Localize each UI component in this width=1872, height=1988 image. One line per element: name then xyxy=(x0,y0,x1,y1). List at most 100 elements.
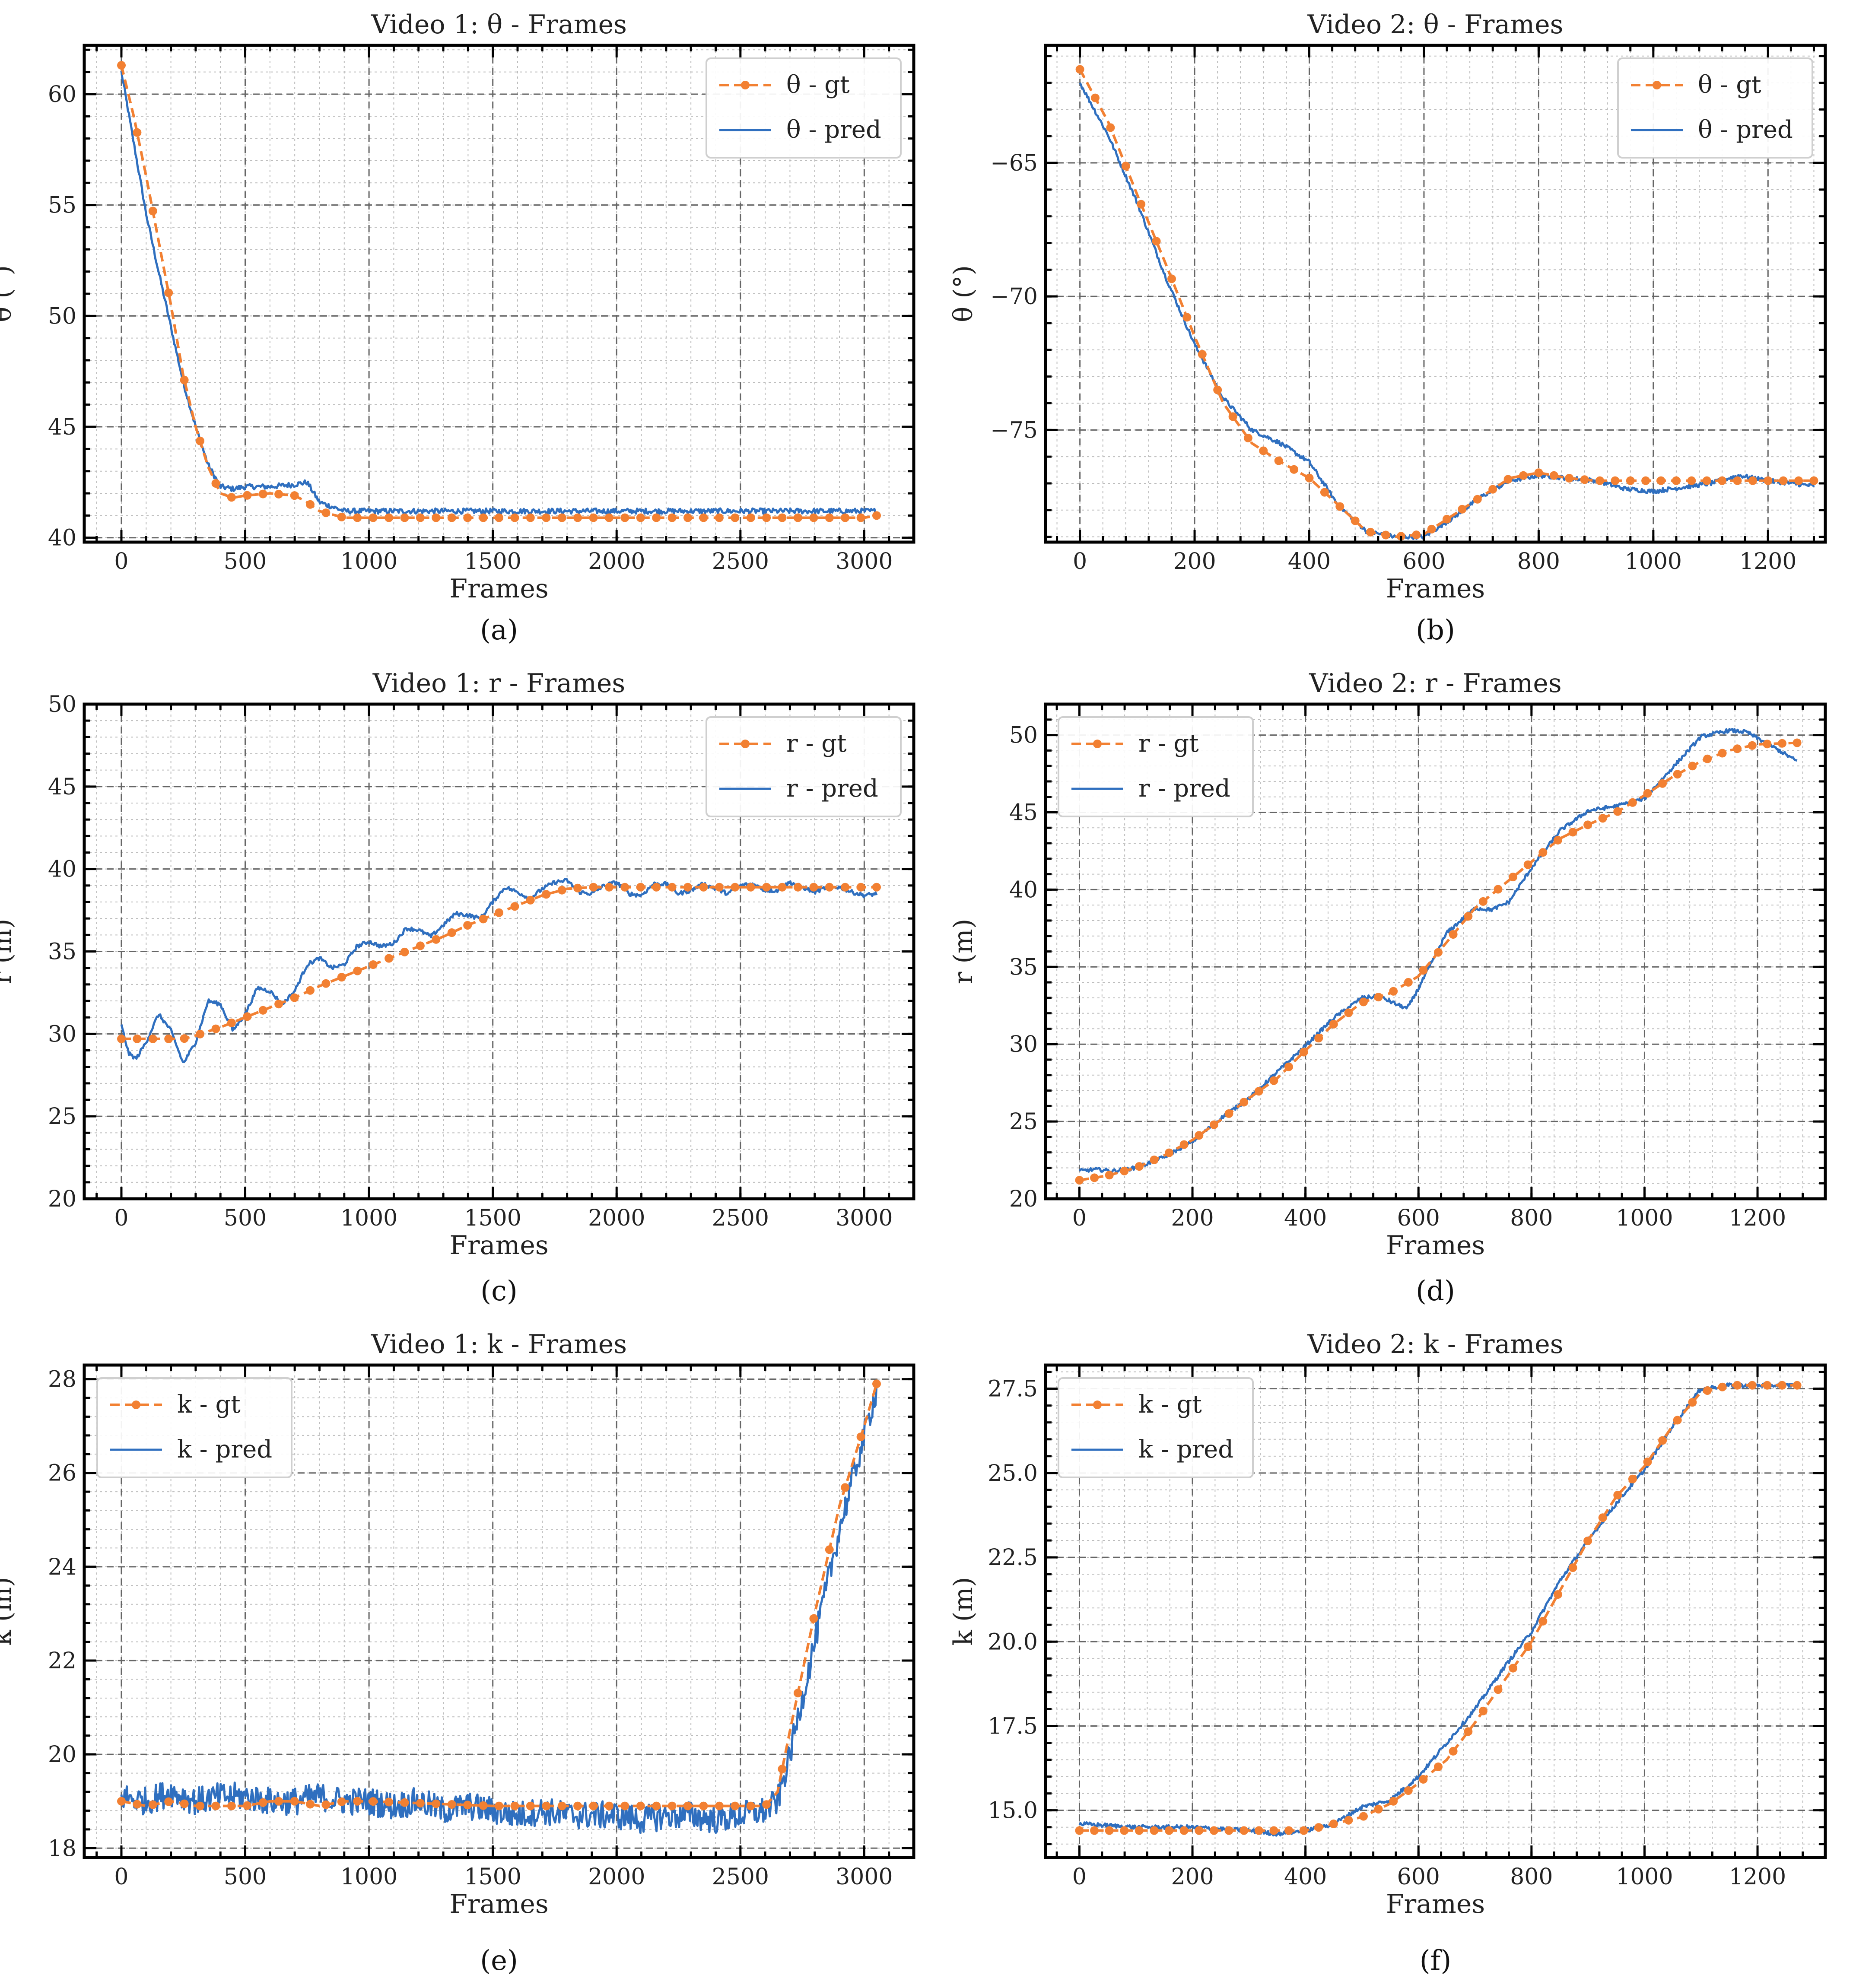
legend-gt-label: k - gt xyxy=(1138,1391,1202,1419)
gt-marker xyxy=(1105,1171,1114,1180)
gt-marker xyxy=(1688,762,1697,771)
gt-marker xyxy=(416,513,425,522)
x-tick-label: 800 xyxy=(1517,549,1560,575)
legend-gt-label: θ - gt xyxy=(786,71,850,99)
gt-marker xyxy=(432,513,441,522)
gt-marker xyxy=(1626,476,1635,485)
x-tick-label: 0 xyxy=(1073,549,1087,575)
gt-marker xyxy=(1269,1076,1278,1085)
y-tick-label: 25 xyxy=(48,1104,76,1130)
gt-marker xyxy=(652,883,661,892)
gt-marker xyxy=(1198,350,1207,359)
gt-marker xyxy=(1568,828,1577,837)
gt-marker xyxy=(385,1797,394,1807)
gt-marker xyxy=(542,513,551,522)
gt-marker xyxy=(589,1801,598,1810)
x-axis-label: Frames xyxy=(1386,1230,1485,1261)
gt-marker xyxy=(1135,1826,1144,1835)
y-axis-label: k (m) xyxy=(948,1577,979,1645)
gt-marker xyxy=(1673,770,1682,779)
x-tick-label: 1500 xyxy=(464,1864,521,1890)
y-tick-label: 40 xyxy=(1009,877,1038,903)
x-tick-label: 2500 xyxy=(712,549,769,575)
y-tick-label: 20.0 xyxy=(988,1629,1038,1655)
gt-marker xyxy=(117,1797,126,1806)
x-axis-label: Frames xyxy=(449,1230,548,1261)
gt-marker xyxy=(306,500,315,509)
gt-marker xyxy=(1643,1458,1652,1467)
x-tick-label: 1200 xyxy=(1729,1864,1786,1890)
gt-marker xyxy=(1583,820,1592,829)
gt-marker xyxy=(353,1797,362,1806)
gt-marker xyxy=(825,1545,834,1554)
gt-marker xyxy=(1595,476,1604,485)
gt-marker xyxy=(1419,966,1428,975)
x-tick-label: 1200 xyxy=(1739,549,1796,575)
gt-marker xyxy=(369,960,378,969)
gt-marker xyxy=(495,908,503,917)
legend-frame xyxy=(706,57,902,159)
gt-marker xyxy=(1404,1786,1413,1795)
gt-marker xyxy=(526,1801,535,1810)
gt-marker xyxy=(290,491,299,500)
gt-marker xyxy=(1793,738,1802,747)
gt-marker xyxy=(1182,313,1192,322)
series-gt-line xyxy=(121,886,877,1040)
y-tick-label: 45 xyxy=(1009,800,1038,826)
x-tick-label: 800 xyxy=(1510,1205,1553,1231)
legend-pred-label: r - pred xyxy=(786,775,878,803)
gt-marker xyxy=(526,513,535,522)
gt-marker xyxy=(479,1801,488,1810)
gt-marker xyxy=(841,513,850,522)
gt-marker xyxy=(809,513,818,522)
gt-marker xyxy=(164,1797,173,1806)
chart-panel-e: 0 500 1000 1500 2000 2500 3000 18 20 22 24 26 28 Fram… xyxy=(0,1329,915,1977)
chart-panel-f: 0 200 400 600 800 1000 1200 15.0 17.5 20.0 22.5 25.… xyxy=(948,1329,1827,1977)
gt-marker xyxy=(1329,1019,1338,1029)
gt-marker xyxy=(809,883,818,892)
plot-frame xyxy=(1044,44,1827,544)
gt-marker xyxy=(1243,433,1252,442)
gt-marker xyxy=(1748,741,1757,750)
gt-marker xyxy=(683,513,692,522)
gt-marker xyxy=(416,1799,425,1808)
gt-marker xyxy=(573,883,582,892)
gt-marker xyxy=(1702,476,1711,485)
gt-marker xyxy=(715,513,724,522)
x-tick-label: 1200 xyxy=(1729,1205,1786,1231)
gt-marker xyxy=(353,513,362,522)
chart-panel-d: 0 200 400 600 800 1000 1200 20 25 30 35 40 45 50 Frame… xyxy=(948,668,1827,1307)
gt-marker xyxy=(699,1801,708,1810)
ticks xyxy=(84,1365,915,1858)
x-tick-label: 1000 xyxy=(1616,1205,1673,1231)
gt-marker xyxy=(1209,1120,1218,1129)
gt-marker xyxy=(211,479,220,488)
gt-marker xyxy=(1290,465,1299,474)
gt-marker xyxy=(856,883,865,892)
ticks xyxy=(84,703,915,1200)
gt-marker xyxy=(1150,1156,1159,1164)
gt-marker xyxy=(1778,1381,1786,1390)
gt-marker xyxy=(715,1801,724,1810)
x-tick-label: 200 xyxy=(1171,1864,1214,1890)
y-tick-label: 20 xyxy=(1009,1186,1038,1212)
gt-marker xyxy=(510,1801,519,1810)
gt-marker xyxy=(589,883,598,892)
gt-marker xyxy=(1165,1826,1174,1835)
gt-marker xyxy=(416,941,425,950)
gt-marker xyxy=(1733,1381,1742,1390)
gt-marker xyxy=(1473,495,1482,504)
gt-marker xyxy=(290,1797,299,1806)
gt-marker xyxy=(463,513,472,522)
gt-marker xyxy=(1494,1685,1503,1694)
gt-marker xyxy=(227,1801,236,1810)
gt-marker xyxy=(683,883,692,892)
gt-marker xyxy=(1254,1087,1263,1096)
gt-marker xyxy=(1137,200,1146,209)
gt-marker xyxy=(243,1012,252,1021)
panel-caption: (a) xyxy=(480,614,518,646)
plot-frame xyxy=(83,1363,915,1859)
gt-marker xyxy=(1494,885,1503,894)
gt-marker xyxy=(1449,1747,1458,1756)
gt-marker xyxy=(274,1797,283,1806)
